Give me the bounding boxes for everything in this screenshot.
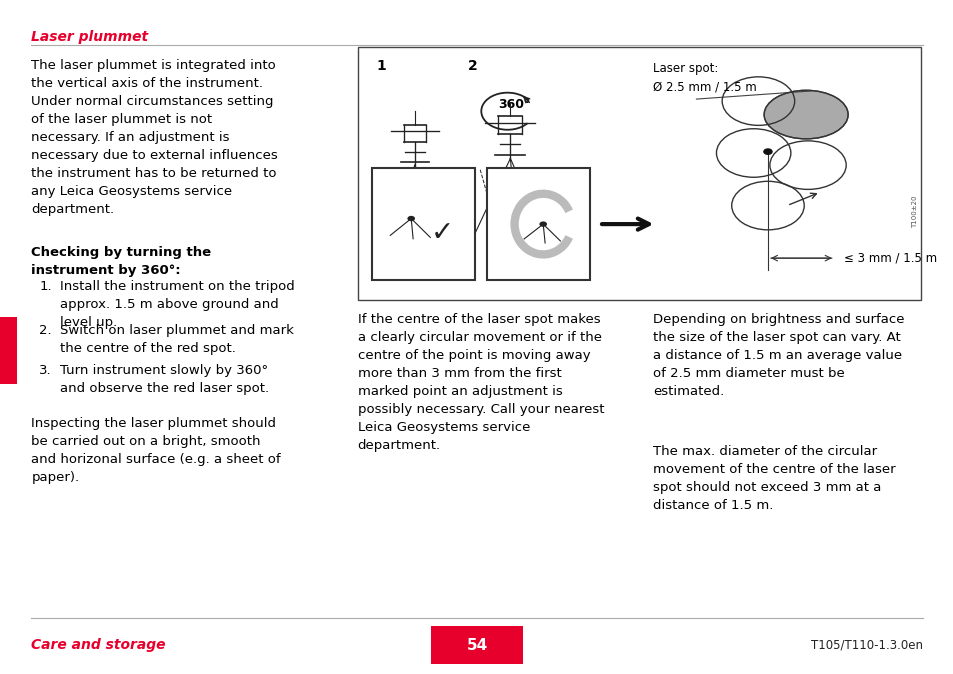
Text: 3.: 3. [39, 364, 51, 377]
Text: 2.: 2. [39, 324, 51, 336]
Text: 2: 2 [467, 59, 476, 73]
Text: Checking by turning the
instrument by 360°:: Checking by turning the instrument by 36… [31, 246, 212, 277]
Text: Laser plummet: Laser plummet [31, 30, 149, 44]
Text: T100±20: T100±20 [911, 195, 917, 228]
Text: Switch on laser plummet and mark
the centre of the red spot.: Switch on laser plummet and mark the cen… [60, 324, 294, 355]
Text: The laser plummet is integrated into
the vertical axis of the instrument.
Under : The laser plummet is integrated into the… [31, 59, 278, 216]
Text: Care and storage: Care and storage [31, 638, 166, 652]
Bar [372, 168, 475, 280]
Bar [0, 317, 17, 384]
Text: 1: 1 [376, 59, 386, 73]
Circle shape [762, 148, 772, 155]
Bar [431, 626, 522, 664]
Text: Inspecting the laser plummet should
be carried out on a bright, smooth
and horiz: Inspecting the laser plummet should be c… [31, 417, 281, 483]
Text: Laser spot:
Ø 2.5 mm / 1.5 m: Laser spot: Ø 2.5 mm / 1.5 m [653, 62, 757, 93]
Circle shape [407, 216, 415, 221]
Text: 360°: 360° [497, 98, 530, 111]
Text: The max. diameter of the circular
movement of the centre of the laser
spot shoul: The max. diameter of the circular moveme… [653, 445, 895, 512]
Text: ✓: ✓ [430, 219, 454, 247]
Text: Install the instrument on the tripod
approx. 1.5 m above ground and
level up.: Install the instrument on the tripod app… [60, 280, 294, 330]
Text: T105/T110-1.3.0en: T105/T110-1.3.0en [810, 638, 922, 652]
Text: 54: 54 [466, 638, 487, 652]
Bar [357, 47, 920, 300]
Ellipse shape [763, 90, 847, 139]
Circle shape [538, 221, 546, 226]
Text: Depending on brightness and surface
the size of the laser spot can vary. At
a di: Depending on brightness and surface the … [653, 313, 904, 398]
Text: 1.: 1. [39, 280, 51, 293]
Text: ≤ 3 mm / 1.5 m: ≤ 3 mm / 1.5 m [843, 251, 937, 265]
Text: If the centre of the laser spot makes
a clearly circular movement or if the
cent: If the centre of the laser spot makes a … [357, 313, 603, 452]
Bar [486, 168, 589, 280]
Text: Turn instrument slowly by 360°
and observe the red laser spot.: Turn instrument slowly by 360° and obser… [60, 364, 269, 395]
